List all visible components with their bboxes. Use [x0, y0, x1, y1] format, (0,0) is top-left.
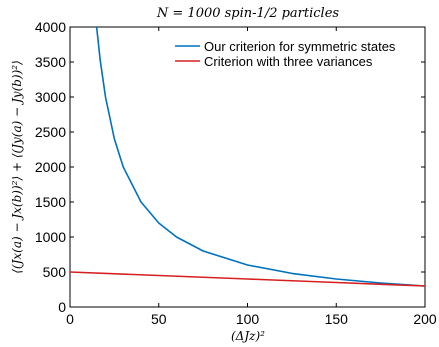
- y-tick-label: 1500: [35, 194, 66, 210]
- x-tick-label: 200: [413, 311, 437, 327]
- plot-area: [69, 26, 426, 308]
- x-axis-label: (ΔJz)²: [231, 329, 265, 343]
- y-tick-label: 2000: [35, 159, 66, 175]
- legend: Our criterion for symmetric statesCriter…: [175, 39, 396, 69]
- y-tick-label: 0: [58, 299, 66, 315]
- y-axis-label: ⟨(Jx(a) − Jx(b))²⟩ + ⟨(Jy(a) − Jy(b))²⟩: [10, 60, 24, 274]
- legend-label-1: Our criterion for symmetric states: [204, 39, 396, 54]
- y-tick-label: 2500: [35, 124, 66, 140]
- x-tick-label: 150: [325, 311, 349, 327]
- x-tick-label: 50: [151, 311, 167, 327]
- y-tick-label: 4000: [35, 19, 66, 35]
- y-tick-label: 3500: [35, 54, 66, 70]
- y-tick-label: 500: [43, 264, 67, 280]
- legend-label-2: Criterion with three variances: [204, 54, 373, 69]
- series-line-1: [95, 27, 425, 287]
- x-tick-label: 0: [66, 311, 74, 327]
- y-axis: 0 500 1000 1500 2000 2500 3000 3500 4000: [35, 19, 425, 315]
- series-lines: [70, 27, 425, 287]
- y-tick-label: 1000: [35, 229, 66, 245]
- series-line-2: [70, 271, 425, 287]
- x-axis: 0 50 100 150 200: [66, 27, 437, 327]
- chart-title: N = 1000 spin-1/2 particles: [156, 6, 340, 21]
- y-tick-label: 3000: [35, 89, 66, 105]
- x-tick-label: 100: [236, 311, 260, 327]
